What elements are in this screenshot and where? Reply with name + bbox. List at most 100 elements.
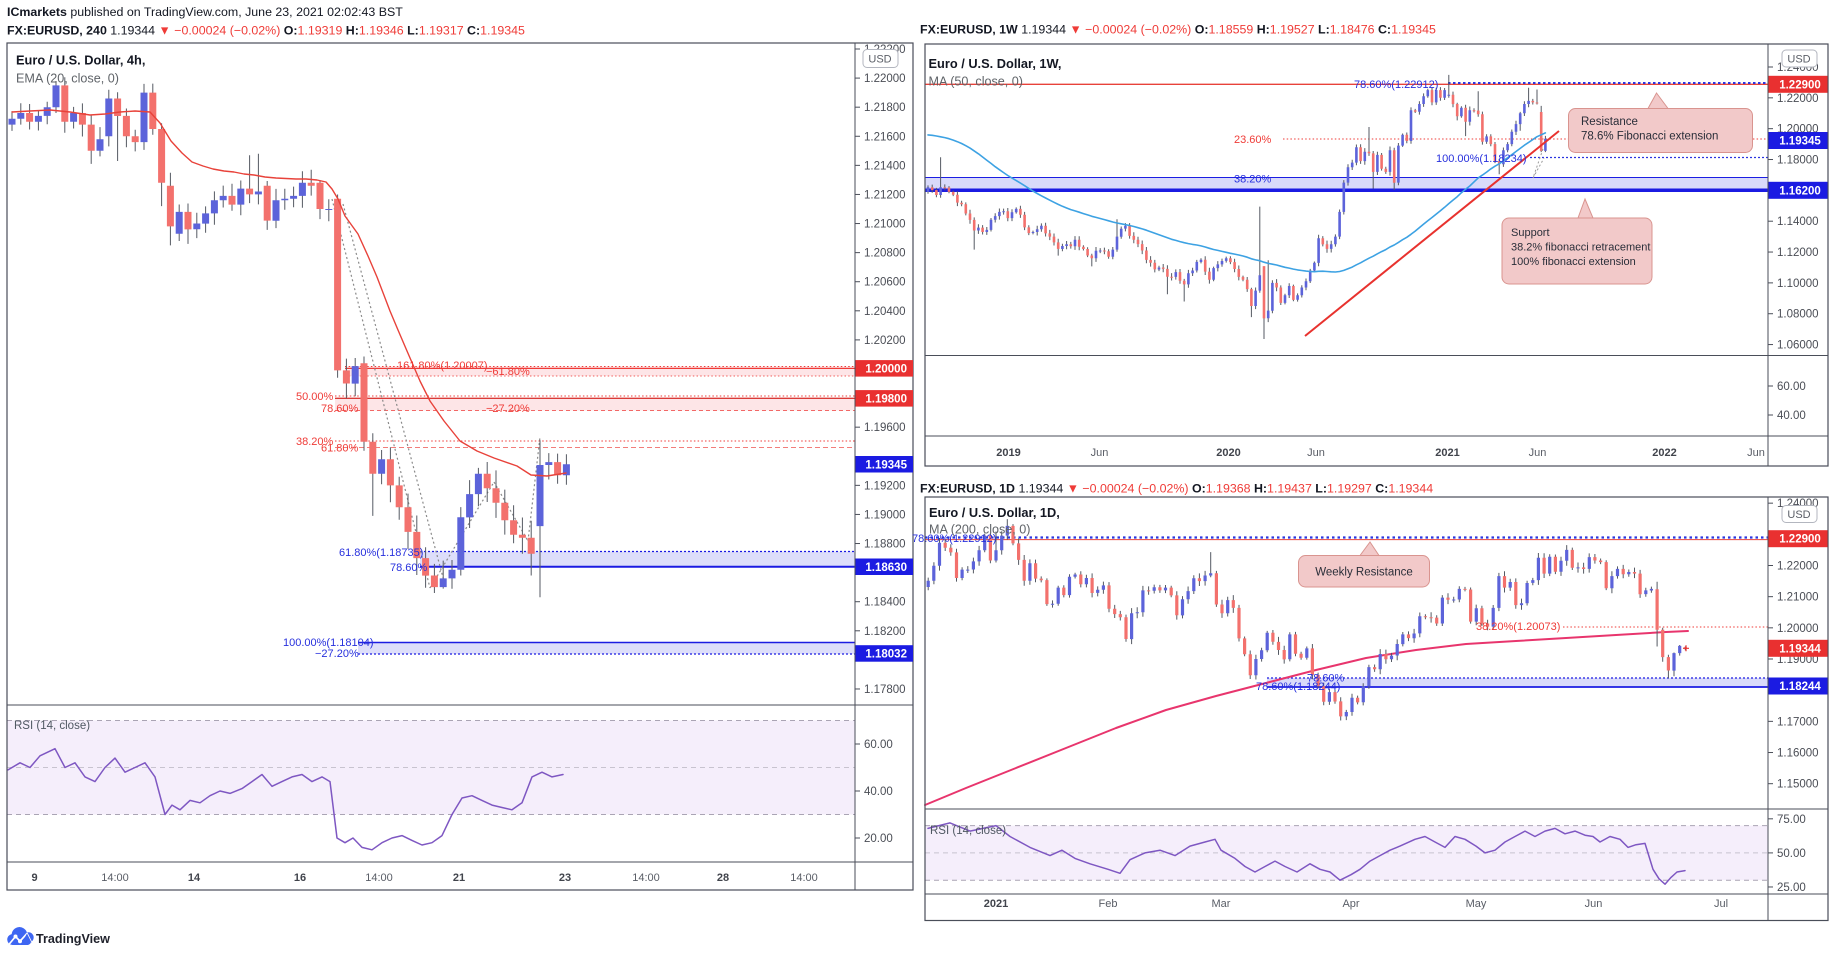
svg-text:1.19200: 1.19200 xyxy=(864,480,906,492)
svg-text:Jul: Jul xyxy=(1714,898,1728,910)
svg-text:Jun: Jun xyxy=(1091,447,1109,459)
svg-text:38.20%(1.20073): 38.20%(1.20073) xyxy=(1476,621,1560,633)
svg-text:1.21000: 1.21000 xyxy=(864,219,906,231)
svg-text:14:00: 14:00 xyxy=(101,872,129,884)
svg-text:Feb: Feb xyxy=(1099,898,1118,910)
svg-text:1.18032: 1.18032 xyxy=(865,649,907,661)
svg-text:2021: 2021 xyxy=(984,898,1008,910)
svg-text:1.21600: 1.21600 xyxy=(864,131,906,143)
svg-text:78.60%: 78.60% xyxy=(1307,673,1345,685)
svg-text:−61.80%: −61.80% xyxy=(486,366,530,378)
svg-text:Weekly Resistance: Weekly Resistance xyxy=(1315,567,1413,579)
svg-text:USD: USD xyxy=(1787,54,1810,66)
svg-text:1.19800: 1.19800 xyxy=(865,393,907,405)
svg-text:21: 21 xyxy=(453,872,465,884)
svg-text:1.19345: 1.19345 xyxy=(865,459,907,471)
svg-text:23: 23 xyxy=(559,872,571,884)
svg-text:25.00: 25.00 xyxy=(1777,882,1806,894)
svg-text:Jun: Jun xyxy=(1747,447,1765,459)
svg-text:1.20200: 1.20200 xyxy=(864,335,906,347)
svg-text:100.00%(1.18234): 100.00%(1.18234) xyxy=(1436,153,1527,165)
svg-text:Euro / U.S. Dollar, 1D,: Euro / U.S. Dollar, 1D, xyxy=(929,505,1060,520)
svg-text:1.19344: 1.19344 xyxy=(1779,643,1821,655)
svg-text:May: May xyxy=(1466,898,1487,910)
svg-text:38.2% fibonacci retracement: 38.2% fibonacci retracement xyxy=(1511,242,1650,254)
svg-text:MA (50, close, 0): MA (50, close, 0) xyxy=(929,75,1024,89)
svg-text:1.21000: 1.21000 xyxy=(1777,592,1819,604)
svg-text:RSI (14, close): RSI (14, close) xyxy=(930,825,1006,837)
svg-text:1.21800: 1.21800 xyxy=(864,102,906,114)
svg-text:40.00: 40.00 xyxy=(1777,410,1806,422)
svg-text:1.08000: 1.08000 xyxy=(1777,309,1819,321)
svg-text:Euro / U.S. Dollar, 4h,: Euro / U.S. Dollar, 4h, xyxy=(16,53,145,68)
svg-text:Apr: Apr xyxy=(1342,898,1359,910)
svg-text:1.20400: 1.20400 xyxy=(864,306,906,318)
svg-text:Jun: Jun xyxy=(1529,447,1547,459)
svg-text:78.60%(1.18244): 78.60%(1.18244) xyxy=(1256,681,1340,693)
svg-text:FX:EURUSD, 1W 1.19344 ▼ −0.00: FX:EURUSD, 1W 1.19344 ▼ −0.00024 (−0.02%… xyxy=(920,23,1436,37)
svg-text:60.00: 60.00 xyxy=(864,739,893,751)
svg-text:23.60%: 23.60% xyxy=(1234,134,1272,146)
svg-text:1.21200: 1.21200 xyxy=(864,189,906,201)
svg-text:1.20600: 1.20600 xyxy=(864,277,906,289)
svg-text:1.19345: 1.19345 xyxy=(1779,136,1821,148)
svg-text:2019: 2019 xyxy=(996,447,1020,459)
svg-text:USD: USD xyxy=(868,54,891,66)
svg-text:14:00: 14:00 xyxy=(790,872,818,884)
svg-text:1.16000: 1.16000 xyxy=(1777,748,1819,760)
svg-text:1.16200: 1.16200 xyxy=(1779,185,1821,197)
svg-text:78.6% Fibonacci extension: 78.6% Fibonacci extension xyxy=(1581,131,1718,143)
svg-text:75.00: 75.00 xyxy=(1777,814,1806,826)
svg-text:1.18000: 1.18000 xyxy=(1777,155,1819,167)
svg-text:1.12000: 1.12000 xyxy=(1777,247,1819,259)
svg-text:100% fibonacci extension: 100% fibonacci extension xyxy=(1511,256,1636,268)
svg-text:1.14000: 1.14000 xyxy=(1777,216,1819,228)
svg-text:1.19000: 1.19000 xyxy=(864,509,906,521)
svg-text:Euro / U.S. Dollar, 1W,: Euro / U.S. Dollar, 1W, xyxy=(929,56,1062,71)
svg-text:RSI (14, close): RSI (14, close) xyxy=(14,720,90,732)
svg-text:1.15000: 1.15000 xyxy=(1777,779,1819,791)
svg-text:Support: Support xyxy=(1511,227,1550,239)
svg-text:1.18244: 1.18244 xyxy=(1779,681,1821,693)
svg-text:60.00: 60.00 xyxy=(1777,381,1806,393)
svg-text:2021: 2021 xyxy=(1435,447,1459,459)
svg-text:MA (200, close, 0): MA (200, close, 0) xyxy=(929,523,1031,537)
svg-text:28: 28 xyxy=(717,872,729,884)
svg-text:TradingView: TradingView xyxy=(36,932,110,946)
svg-text:USD: USD xyxy=(1787,509,1810,521)
svg-text:1.22000: 1.22000 xyxy=(1777,93,1819,105)
svg-text:1.22900: 1.22900 xyxy=(1779,534,1821,546)
svg-text:61.80%(1.18735): 61.80%(1.18735) xyxy=(339,547,423,559)
svg-text:1.20000: 1.20000 xyxy=(1777,623,1819,635)
svg-text:14: 14 xyxy=(188,872,201,884)
svg-text:78.60%(1.22912): 78.60%(1.22912) xyxy=(912,533,996,545)
svg-text:1.19600: 1.19600 xyxy=(864,422,906,434)
svg-text:38.20%: 38.20% xyxy=(1234,174,1272,186)
svg-text:1.22000: 1.22000 xyxy=(864,73,906,85)
svg-text:20.00: 20.00 xyxy=(864,833,893,845)
svg-text:1.18800: 1.18800 xyxy=(864,539,906,551)
svg-text:1.20800: 1.20800 xyxy=(864,248,906,260)
svg-text:38.20%: 38.20% xyxy=(296,436,334,448)
svg-text:1.21400: 1.21400 xyxy=(864,160,906,172)
svg-text:Jun: Jun xyxy=(1307,447,1325,459)
svg-text:FX:EURUSD, 1D 1.19344 ▼ −0.00: FX:EURUSD, 1D 1.19344 ▼ −0.00024 (−0.02%… xyxy=(920,482,1433,496)
svg-text:14:00: 14:00 xyxy=(632,872,660,884)
svg-text:100.00%(1.18104): 100.00%(1.18104) xyxy=(283,637,374,649)
svg-text:78.60%: 78.60% xyxy=(321,403,359,415)
svg-text:50.00: 50.00 xyxy=(1777,848,1806,860)
svg-text:61.80%: 61.80% xyxy=(321,443,359,455)
svg-text:1.06000: 1.06000 xyxy=(1777,340,1819,352)
svg-text:1.17000: 1.17000 xyxy=(1777,716,1819,728)
svg-text:Mar: Mar xyxy=(1212,898,1231,910)
svg-text:1.19000: 1.19000 xyxy=(1777,654,1819,666)
svg-text:161.80%(1.20007): 161.80%(1.20007) xyxy=(397,360,488,372)
svg-text:2020: 2020 xyxy=(1216,447,1240,459)
svg-text:1.17800: 1.17800 xyxy=(864,684,906,696)
svg-text:78.60%(1.22912): 78.60%(1.22912) xyxy=(1354,79,1438,91)
svg-text:1.18630: 1.18630 xyxy=(865,562,907,574)
svg-text:16: 16 xyxy=(294,872,306,884)
svg-text:2022: 2022 xyxy=(1652,447,1676,459)
svg-text:14:00: 14:00 xyxy=(365,872,393,884)
svg-text:Jun: Jun xyxy=(1585,898,1603,910)
